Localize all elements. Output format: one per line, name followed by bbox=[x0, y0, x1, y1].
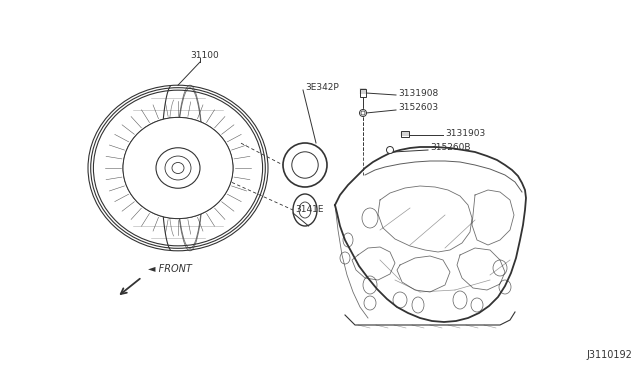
Bar bbox=[401, 131, 409, 137]
Ellipse shape bbox=[156, 148, 200, 188]
Text: 31100: 31100 bbox=[191, 51, 220, 60]
Text: 3141E: 3141E bbox=[295, 205, 323, 215]
Ellipse shape bbox=[360, 109, 367, 116]
Text: 3131903: 3131903 bbox=[445, 128, 485, 138]
Text: 3152603: 3152603 bbox=[398, 103, 438, 112]
Ellipse shape bbox=[387, 147, 394, 154]
Text: 3131908: 3131908 bbox=[398, 89, 438, 97]
Text: J3110192: J3110192 bbox=[586, 350, 632, 360]
Bar bbox=[360, 89, 366, 97]
Text: ◄ FRONT: ◄ FRONT bbox=[148, 264, 192, 274]
Ellipse shape bbox=[165, 156, 191, 180]
Text: 3E342P: 3E342P bbox=[305, 83, 339, 93]
Ellipse shape bbox=[361, 111, 365, 115]
Ellipse shape bbox=[123, 118, 233, 219]
Text: 315260B: 315260B bbox=[430, 144, 470, 153]
Ellipse shape bbox=[172, 163, 184, 173]
